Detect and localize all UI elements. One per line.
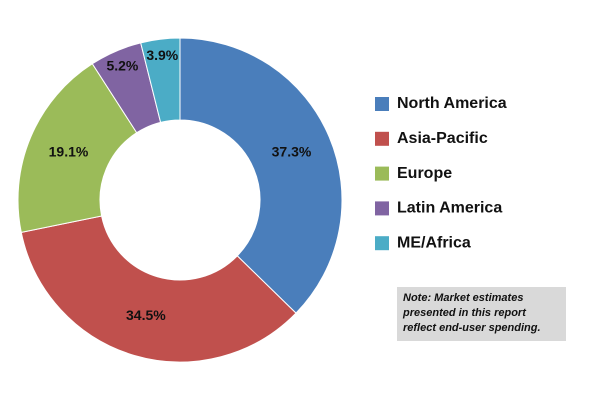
legend-label: ME/Africa xyxy=(397,234,471,251)
legend-swatch xyxy=(375,201,389,216)
value-label: 34.5% xyxy=(126,307,166,323)
note-box xyxy=(397,287,566,341)
legend-swatch xyxy=(375,166,389,181)
legend-label: North America xyxy=(397,95,507,112)
slice xyxy=(140,37,181,123)
value-label: 5.2% xyxy=(106,58,138,74)
slice xyxy=(179,37,343,314)
note-line: presented in this report xyxy=(402,307,527,319)
note-line: Note: Market estimates xyxy=(403,292,523,304)
legend-swatch xyxy=(375,236,389,251)
legend-swatch xyxy=(375,97,389,111)
legend-label: Latin America xyxy=(397,200,502,217)
value-label: 37.3% xyxy=(272,144,312,160)
slice xyxy=(17,63,138,233)
note-line: reflect end-user spending. xyxy=(403,322,541,334)
legend-label: Asia-Pacific xyxy=(397,130,488,147)
value-label: 19.1% xyxy=(49,144,89,160)
value-label: 3.9% xyxy=(146,47,178,63)
legend-label: Europe xyxy=(397,165,452,182)
legend-swatch xyxy=(375,131,389,146)
slice xyxy=(20,215,297,363)
